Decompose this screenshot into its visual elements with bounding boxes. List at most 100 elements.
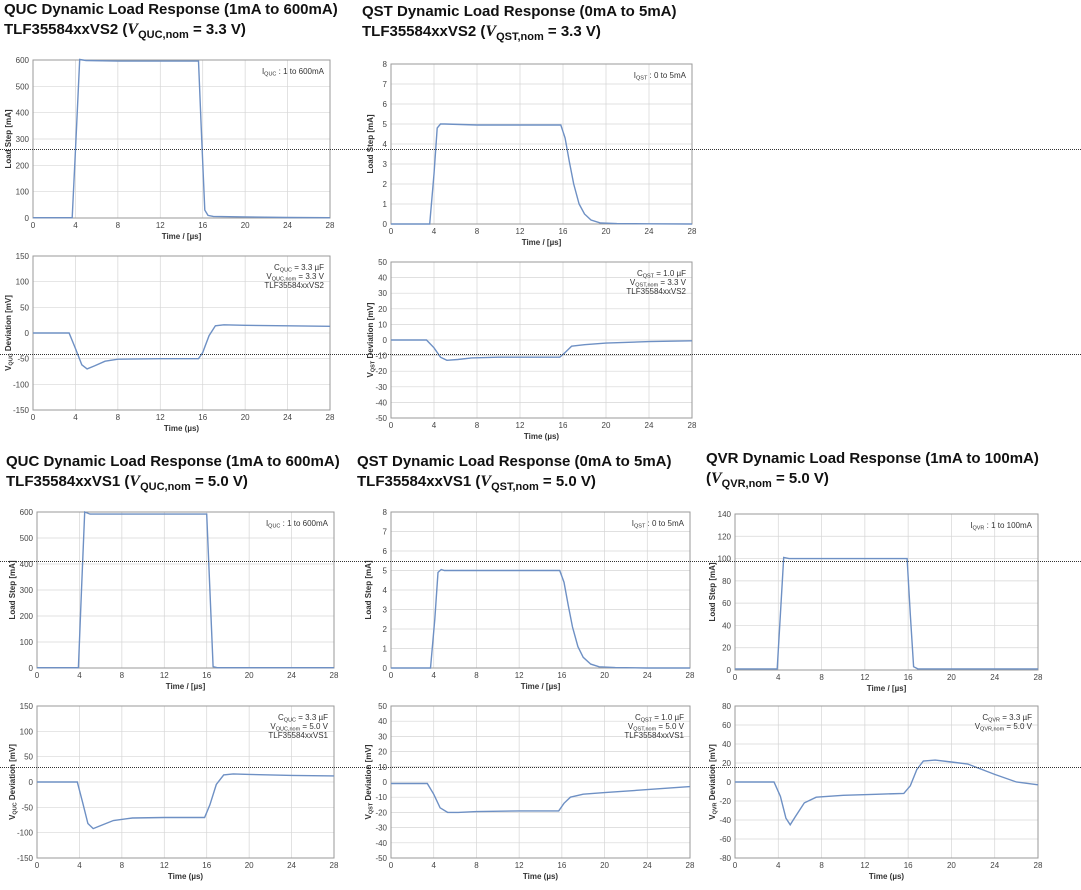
y-tick-label: 3	[383, 160, 388, 169]
y-axis-label: Load Step [mA]	[366, 114, 375, 173]
y-tick-label: 600	[20, 508, 34, 517]
series-line	[391, 568, 690, 669]
y-tick-label: 0	[25, 329, 30, 338]
plot-area	[734, 513, 1039, 671]
y-tick-label: 7	[383, 80, 388, 89]
chart-svg: 0 4 8 12 16 20 24 28 0 20 40 60 80 100 120 140 Time / [µ…	[708, 510, 1043, 693]
y-tick-label: 1	[383, 645, 388, 654]
y-tick-label: 40	[722, 740, 731, 749]
x-tick-label: 0	[389, 421, 394, 430]
y-tick-label: 0	[383, 664, 388, 673]
annotation-text: IQUC : 1 to 600mA	[266, 519, 329, 530]
dotted-guide-line	[0, 149, 1081, 150]
dotted-guide-line	[0, 767, 1081, 768]
group-title-line1: QST Dynamic Load Response (0mA to 5mA)	[357, 453, 672, 470]
series-line	[735, 759, 1039, 827]
y-tick-label: -20	[719, 797, 731, 806]
y-tick-label: 3	[383, 606, 388, 615]
series-line	[391, 123, 693, 225]
y-tick-label: 2	[383, 625, 388, 634]
y-axis-label: Load Step [mA]	[708, 562, 717, 621]
plot-border	[734, 513, 1039, 671]
chart-qst-vs1-load: 0 4 8 12 16 20 24 28 0 1 2 3 4 5 6 7 8 Time / [µs] Load St…	[360, 508, 696, 698]
y-tick-label: 4	[383, 586, 388, 595]
group-title-line1: QVR Dynamic Load Response (1mA to 100mA)	[706, 450, 1039, 467]
y-tick-label: 50	[378, 702, 387, 711]
x-axis-label: Time (µs)	[524, 432, 559, 441]
y-tick-label: 5	[383, 120, 388, 129]
chart-qst-vs2-load: 0 4 8 12 16 20 24 28 0 1 2 3 4 5 6 7 8 Time / [µs] Load St…	[362, 60, 698, 254]
x-tick-label: 12	[160, 861, 169, 870]
plot-border	[32, 59, 331, 219]
y-axis-label: Load Step [mA]	[364, 560, 373, 619]
annotation-text: CQST = 1.0 µF	[637, 269, 686, 280]
y-tick-label: 0	[383, 778, 388, 787]
y-tick-label: -10	[375, 352, 387, 361]
y-tick-label: 100	[20, 727, 34, 736]
x-tick-label: 24	[645, 227, 654, 236]
x-tick-label: 20	[241, 413, 250, 422]
x-tick-label: 28	[330, 861, 339, 870]
y-tick-label: 60	[722, 599, 731, 608]
annotation-text: CQUC = 3.3 µF	[278, 713, 328, 724]
x-tick-label: 4	[431, 671, 436, 680]
x-tick-label: 16	[198, 221, 207, 230]
y-tick-label: 500	[16, 82, 30, 91]
y-tick-label: -10	[375, 793, 387, 802]
y-tick-label: 140	[718, 510, 732, 519]
y-tick-label: 40	[722, 621, 731, 630]
x-tick-label: 28	[686, 861, 695, 870]
chart-svg: 0 4 8 12 16 20 24 28 -150 -100 -50 0 50 100 150 Time (µ…	[4, 252, 335, 433]
x-tick-label: 0	[733, 861, 738, 870]
y-tick-label: 60	[722, 721, 731, 730]
y-tick-label: 50	[378, 258, 387, 267]
x-tick-label: 8	[819, 861, 824, 870]
chart-qvr-load: 0 4 8 12 16 20 24 28 0 20 40 60 80 100 120 140 Time / [µ…	[704, 510, 1044, 700]
group-title-qst-vs1: QST Dynamic Load Response (0mA to 5mA) T…	[357, 452, 672, 497]
x-tick-label: 20	[947, 673, 956, 682]
x-tick-label: 16	[557, 671, 566, 680]
x-tick-label: 0	[389, 861, 394, 870]
chart-quc-vs2-dev: 0 4 8 12 16 20 24 28 -150 -100 -50 0 50 100 150 Time (µ…	[0, 252, 336, 440]
y-tick-label: 100	[16, 278, 30, 287]
annotation-text: VQST,nom = 3.3 V	[630, 278, 687, 289]
y-tick-label: 0	[29, 778, 34, 787]
x-tick-label: 4	[432, 227, 437, 236]
x-tick-label: 24	[643, 861, 652, 870]
annotation-text: CQST = 1.0 µF	[635, 713, 684, 724]
group-title-line2: TLF35584xxVS2 (VQST,nom = 3.3 V)	[362, 23, 601, 43]
x-tick-label: 8	[474, 861, 479, 870]
x-tick-label: 16	[904, 861, 913, 870]
annotation-text: IQST : 0 to 5mA	[634, 71, 687, 82]
y-tick-label: -40	[375, 398, 387, 407]
x-tick-label: 8	[474, 671, 479, 680]
x-axis-label: Time / [µs]	[166, 682, 206, 691]
chart-qst-vs1-dev: 0 4 8 12 16 20 24 28 -50 -40 -30 -20 -10 0 10 20 30 40 50 T…	[360, 702, 696, 888]
x-tick-label: 8	[116, 221, 121, 230]
x-tick-label: 28	[326, 413, 335, 422]
y-tick-label: 5	[383, 567, 388, 576]
x-tick-label: 8	[120, 861, 125, 870]
plot-border	[390, 705, 691, 859]
y-tick-label: 20	[378, 305, 387, 314]
y-tick-label: 120	[718, 532, 732, 541]
y-tick-label: 0	[383, 220, 388, 229]
chart-svg: 0 4 8 12 16 20 24 28 0 100 200 300 400 500 600 Time / […	[4, 56, 335, 241]
annotation-text: TLF35584xxVS1	[624, 731, 684, 740]
y-tick-label: 8	[383, 60, 388, 69]
x-tick-label: 0	[31, 413, 36, 422]
y-tick-label: -50	[375, 414, 387, 423]
group-title-line1: QST Dynamic Load Response (0mA to 5mA)	[362, 3, 677, 20]
x-tick-label: 16	[904, 673, 913, 682]
x-tick-label: 20	[602, 227, 611, 236]
x-tick-label: 8	[819, 673, 824, 682]
y-tick-label: 20	[722, 759, 731, 768]
x-tick-label: 24	[287, 671, 296, 680]
y-tick-label: 50	[20, 303, 29, 312]
x-tick-label: 28	[330, 671, 339, 680]
y-axis-label: VQVR Deviation [mV]	[708, 744, 719, 820]
x-tick-label: 0	[389, 227, 394, 236]
series-line	[37, 773, 335, 830]
x-tick-label: 20	[245, 671, 254, 680]
